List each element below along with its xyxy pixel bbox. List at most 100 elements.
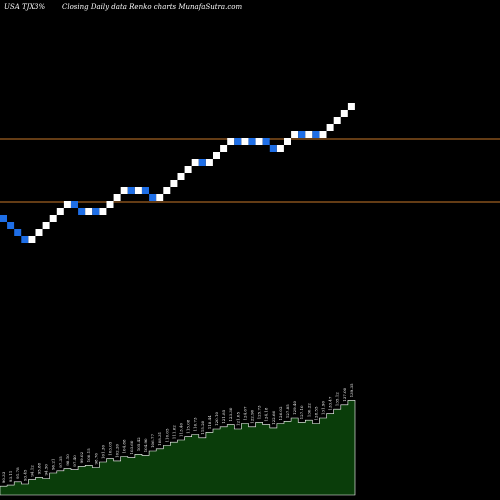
volume-value-label: 124.67 xyxy=(242,406,247,420)
up-brick xyxy=(156,194,164,201)
up-brick xyxy=(184,166,192,173)
down-brick xyxy=(0,215,7,222)
renko-bricks xyxy=(0,103,355,243)
volume-value-label: 99.02 xyxy=(79,451,84,463)
volume-value-label: 131.90 xyxy=(321,401,326,415)
up-brick xyxy=(284,138,291,145)
down-brick xyxy=(142,187,149,194)
up-brick xyxy=(177,173,185,180)
volume-value-label: 105.42 xyxy=(136,437,141,451)
down-brick xyxy=(127,187,135,194)
volume-value-label: 125.73 xyxy=(257,405,262,419)
volume-value-label: 91.78 xyxy=(15,467,20,479)
down-brick xyxy=(262,138,270,145)
up-brick xyxy=(170,180,178,187)
up-brick xyxy=(120,187,128,194)
volume-value-label: 128.55 xyxy=(313,406,318,420)
down-brick xyxy=(78,208,86,215)
up-brick xyxy=(305,131,313,138)
volume-area: 90.33 93.11 91.78 93.45 94.12 95.88 94.50 96.21… xyxy=(0,383,356,496)
down-brick xyxy=(149,194,157,201)
down-brick xyxy=(14,229,22,236)
volume-value-label: 106.77 xyxy=(150,434,155,448)
volume-value-label: 111.62 xyxy=(171,425,176,439)
volume-value-label: 129.40 xyxy=(292,401,297,415)
volume-value-label: 95.88 xyxy=(37,462,42,474)
up-brick xyxy=(213,152,220,159)
up-brick xyxy=(319,131,327,138)
volume-value-label: 139.35 xyxy=(349,383,354,397)
up-brick xyxy=(99,208,107,215)
volume-value-label: 121.05 xyxy=(235,412,240,426)
down-brick xyxy=(248,138,256,145)
volume-value-label: 97.40 xyxy=(72,455,77,467)
volume-value-label: 110.05 xyxy=(164,428,169,442)
volume-value-label: 96.21 xyxy=(51,459,56,470)
volume-value-label: 123.30 xyxy=(228,407,233,421)
up-brick xyxy=(113,194,121,201)
up-brick xyxy=(241,138,249,145)
volume-value-label: 94.50 xyxy=(44,464,49,476)
volume-value-label: 118.44 xyxy=(207,415,212,429)
volume-value-label: 104.88 xyxy=(122,439,127,453)
up-brick xyxy=(191,159,199,166)
volume-value-label: 135.12 xyxy=(335,392,340,406)
chart-header: USA TJX 3% Closing Daily data Renko char… xyxy=(4,3,242,11)
up-brick xyxy=(326,124,334,131)
volume-value-label: 124.18 xyxy=(264,407,269,421)
volume-value-label: 127.10 xyxy=(299,405,304,419)
volume-value-label: 116.73 xyxy=(193,417,198,431)
down-brick xyxy=(71,201,78,208)
up-brick xyxy=(255,138,263,145)
header-symbol: USA TJX xyxy=(4,3,35,11)
volume-value-label: 115.20 xyxy=(200,420,205,434)
down-brick xyxy=(312,131,320,138)
down-brick xyxy=(269,145,277,152)
up-brick xyxy=(205,159,213,166)
up-brick xyxy=(227,138,235,145)
volume-value-label: 133.47 xyxy=(328,396,333,410)
down-brick xyxy=(298,131,306,138)
volume-value-label: 113.40 xyxy=(179,423,184,437)
up-brick xyxy=(134,187,142,194)
down-brick xyxy=(21,236,29,243)
up-brick xyxy=(42,222,50,229)
up-brick xyxy=(56,208,64,215)
volume-value-label: 137.00 xyxy=(342,387,347,401)
volume-value-label: 93.45 xyxy=(22,469,27,481)
volume-value-label: 104.90 xyxy=(143,438,148,452)
volume-value-label: 94.12 xyxy=(29,465,34,477)
header-caption: Closing Daily data Renko charts MunafaSu… xyxy=(62,3,242,11)
up-brick xyxy=(63,201,71,208)
up-brick xyxy=(333,117,341,124)
volume-value-label: 122.90 xyxy=(250,409,255,423)
up-brick xyxy=(276,145,284,152)
volume-value-label: 98.10 xyxy=(65,454,70,466)
header-change: 3% xyxy=(34,3,45,11)
volume-value-label: 122.66 xyxy=(271,410,276,424)
volume-value-label: 120.10 xyxy=(214,412,219,426)
volume-value-label: 98.76 xyxy=(93,453,98,465)
up-brick xyxy=(163,187,171,194)
volume-value-label: 103.60 xyxy=(129,440,134,454)
volume-value-label: 130.22 xyxy=(306,403,311,417)
volume-value-label: 121.85 xyxy=(221,409,226,423)
up-brick xyxy=(340,110,348,117)
up-brick xyxy=(28,236,36,243)
volume-value-label: 127.85 xyxy=(285,404,290,418)
volume-value-label: 101.30 xyxy=(100,445,105,459)
up-brick xyxy=(347,103,355,110)
up-brick xyxy=(35,229,43,236)
up-brick xyxy=(291,131,299,138)
up-brick xyxy=(85,208,93,215)
up-brick xyxy=(106,201,114,208)
down-brick xyxy=(234,138,242,145)
volume-value-label: 90.33 xyxy=(1,471,6,483)
volume-area-shape xyxy=(0,400,356,496)
volume-value-label: 108.31 xyxy=(157,432,162,446)
volume-value-label: 93.11 xyxy=(8,471,13,482)
down-brick xyxy=(92,208,100,215)
